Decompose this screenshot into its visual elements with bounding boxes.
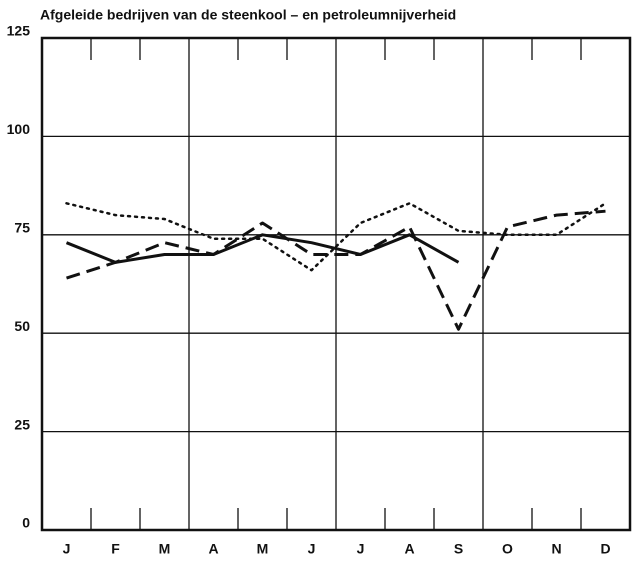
x-tick-label: J [357, 541, 365, 557]
chart-title: Afgeleide bedrijven van de steenkool – e… [40, 7, 456, 23]
y-tick-label: 75 [14, 220, 30, 236]
x-tick-label: A [404, 541, 414, 557]
x-tick-label: M [257, 541, 269, 557]
x-tick-label: D [600, 541, 610, 557]
y-tick-label: 50 [14, 318, 30, 334]
series-line [65, 233, 460, 264]
x-tick-label: J [63, 541, 71, 557]
series-line [66, 209, 606, 331]
y-tick-label: 0 [22, 515, 30, 531]
x-tick-label: A [208, 541, 218, 557]
series-line [65, 202, 607, 272]
y-tick-label: 25 [14, 416, 30, 432]
x-tick-label: S [454, 541, 463, 557]
y-tick-label: 100 [7, 121, 31, 137]
y-tick-label: 125 [7, 23, 31, 39]
x-tick-label: J [308, 541, 316, 557]
plot-frame [40, 36, 632, 532]
x-tick-label: O [502, 541, 513, 557]
x-tick-label: N [551, 541, 561, 557]
x-tick-label: F [111, 541, 120, 557]
x-tick-label: M [159, 541, 171, 557]
